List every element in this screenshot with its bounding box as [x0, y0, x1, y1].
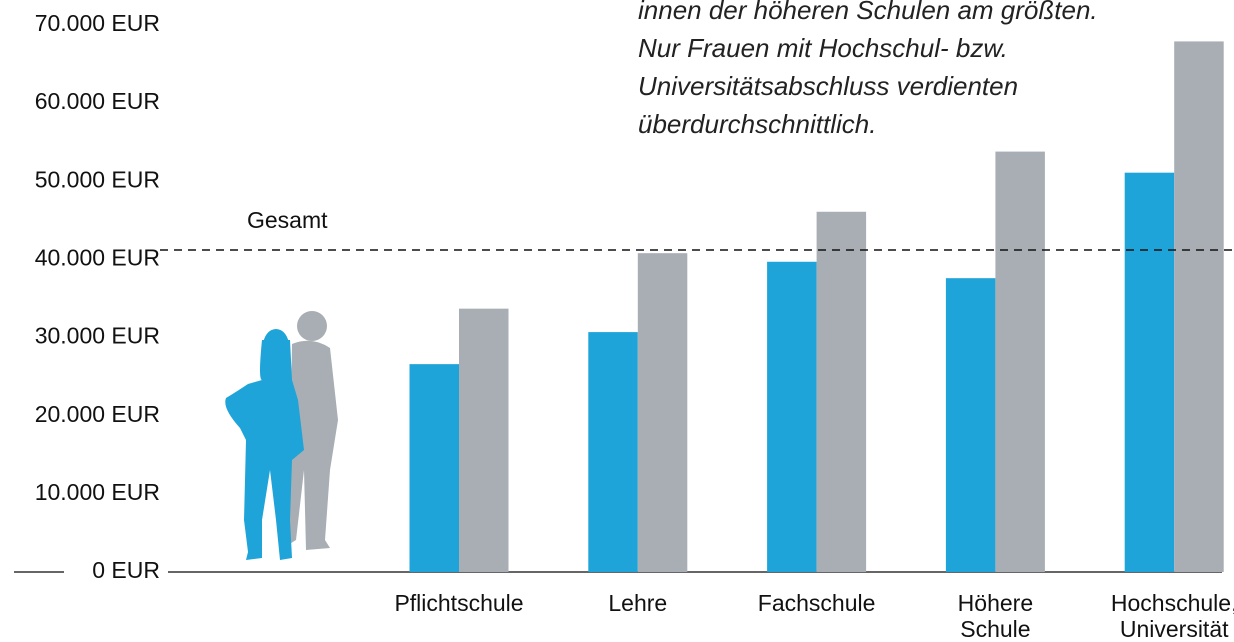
reference-label: Gesamt: [247, 207, 328, 233]
bar: [817, 212, 867, 572]
bar: [767, 262, 817, 572]
y-tick-label: 20.000 EUR: [35, 401, 160, 427]
annotation-line: überdurchschnittlich.: [638, 109, 876, 139]
x-tick-label-line: Pflichtschule: [394, 590, 523, 616]
x-tick-label-line: Fachschule: [758, 590, 876, 616]
annotation-line: innen der höheren Schulen am größten.: [638, 0, 1098, 25]
annotation-line: Nur Frauen mit Hochschul- bzw.: [638, 33, 1008, 63]
x-tick-label-line: Universität: [1120, 616, 1229, 642]
y-tick-label: 50.000 EUR: [35, 166, 160, 192]
x-tick-label-line: Höhere: [958, 590, 1033, 616]
y-tick-label: 30.000 EUR: [35, 323, 160, 349]
bar: [459, 309, 509, 572]
bar: [410, 364, 460, 572]
y-tick-label: 0 EUR: [92, 557, 160, 583]
bar: [1174, 41, 1224, 572]
bar: [1125, 173, 1175, 572]
annotation-line: Universitätsabschluss verdienten: [638, 71, 1018, 101]
x-tick-label-line: Lehre: [608, 590, 667, 616]
x-tick-label: Fachschule: [758, 590, 876, 616]
x-tick-label: Lehre: [608, 590, 667, 616]
x-tick-label: Pflichtschule: [394, 590, 523, 616]
y-tick-label: 70.000 EUR: [35, 10, 160, 36]
x-tick-label: Hochschule,Universität: [1111, 590, 1234, 642]
y-tick-label: 10.000 EUR: [35, 479, 160, 505]
chart: innen der höheren Schulen am größten. Nur…: [0, 0, 1234, 642]
annotation: innen der höheren Schulen am größten. Nur…: [638, 0, 1098, 139]
x-tick-label-line: Hochschule,: [1111, 590, 1234, 616]
x-tick-label-line: Schule: [960, 616, 1030, 642]
y-tick-label: 60.000 EUR: [35, 88, 160, 114]
bar: [946, 278, 996, 572]
bar: [995, 152, 1045, 572]
bar: [638, 253, 688, 572]
y-tick-label: 40.000 EUR: [35, 245, 160, 271]
bar: [588, 332, 638, 572]
